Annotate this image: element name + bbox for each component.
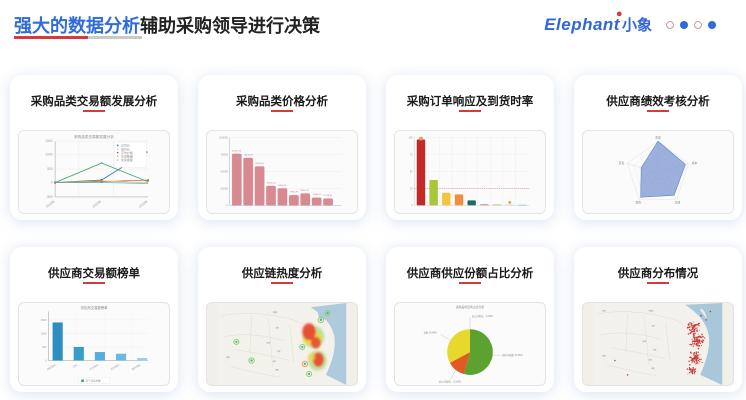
svg-text:湖北: 湖北 (273, 360, 277, 363)
svg-text:河南: 河南 (653, 348, 657, 351)
svg-text:内蒙古: 内蒙古 (273, 311, 278, 314)
svg-text:75: 75 (410, 154, 413, 157)
svg-text:0: 0 (45, 358, 47, 362)
svg-text:远方物流...: 远方物流... (110, 362, 122, 371)
svg-text:山西: 山西 (275, 326, 279, 329)
svg-text:服务: 服务 (636, 201, 642, 205)
svg-text:供应商交易额榜单: 供应商交易额榜单 (80, 305, 108, 310)
svg-text:其他 26.85%: 其他 26.85% (424, 330, 438, 334)
svg-text:2018年: 2018年 (44, 198, 56, 208)
svg-text:成本: 成本 (692, 161, 698, 165)
svg-text:8092.49: 8092.49 (301, 190, 310, 192)
svg-text:总公司直销... 12.80%: 总公司直销... 12.80% (439, 379, 462, 383)
svg-text:0: 0 (51, 180, 53, 184)
svg-text:50: 50 (410, 170, 413, 173)
svg-text:1000: 1000 (41, 331, 47, 335)
svg-text:某个交易金额: 某个交易金额 (86, 379, 102, 383)
svg-text:高均价: 高均价 (121, 142, 130, 147)
svg-text:交期: 交期 (675, 201, 681, 205)
svg-text:1000: 1000 (45, 153, 52, 157)
svg-text:陕西: 陕西 (643, 340, 647, 343)
svg-text:74498.00: 74498.00 (244, 155, 254, 157)
svg-text:19000.00: 19000.00 (266, 182, 276, 184)
svg-text:25: 25 (410, 187, 413, 190)
svg-text:乙地...: 乙地... (71, 362, 79, 369)
svg-text:海外贸易...: 海外贸易... (131, 362, 143, 371)
svg-text:1500: 1500 (41, 318, 47, 322)
svg-text:采购品类交易额发展分析: 采购品类交易额发展分析 (74, 134, 114, 139)
svg-text:0: 0 (226, 203, 228, 207)
svg-text:山西: 山西 (651, 325, 655, 328)
svg-text:质量: 质量 (655, 136, 661, 140)
svg-text:-500: -500 (46, 195, 53, 199)
svg-text:13480.47: 13480.47 (312, 194, 321, 196)
svg-text:75000: 75000 (220, 153, 228, 157)
svg-text:西藏: 西藏 (602, 354, 606, 357)
svg-text:16600.34: 16600.34 (277, 185, 287, 187)
svg-text:河南: 河南 (277, 350, 281, 353)
svg-text:100: 100 (409, 137, 414, 140)
svg-text:50000: 50000 (220, 169, 228, 173)
svg-text:西藏: 西藏 (226, 356, 230, 359)
svg-text:新疆: 新疆 (602, 309, 606, 312)
svg-text:12776.30: 12776.30 (323, 195, 332, 197)
svg-text:研发: 研发 (619, 161, 625, 165)
svg-text:500: 500 (42, 345, 47, 349)
svg-text:湖北: 湖北 (649, 358, 653, 361)
svg-text:0: 0 (411, 204, 413, 207)
svg-text:湖南: 湖南 (651, 367, 655, 370)
svg-text:100000: 100000 (219, 136, 228, 140)
svg-text:2019年: 2019年 (91, 198, 103, 208)
svg-text:采购品供应商占比分析: 采购品供应商占比分析 (456, 304, 485, 309)
svg-text:湖南: 湖南 (275, 369, 279, 372)
svg-text:9981.79: 9981.79 (290, 192, 299, 194)
svg-text:1500: 1500 (45, 139, 52, 143)
svg-text:25000: 25000 (220, 186, 228, 190)
svg-text:总公司供应... 6.00%: 总公司供应... 6.00% (472, 314, 494, 318)
svg-text:82492.34: 82492.34 (232, 150, 242, 152)
svg-text:内蒙古: 内蒙古 (649, 309, 654, 312)
svg-text:交易金额: 交易金额 (121, 157, 133, 162)
svg-text:陕西: 陕西 (267, 342, 271, 345)
svg-text:供应商甲...: 供应商甲... (46, 362, 58, 371)
svg-text:北方物流...: 北方物流... (89, 362, 101, 371)
svg-text:52560.00: 52560.00 (255, 163, 265, 165)
svg-text:国内市独售 54.35%: 国内市独售 54.35% (502, 353, 523, 357)
svg-text:500: 500 (47, 167, 53, 171)
svg-text:2020年: 2020年 (137, 198, 149, 208)
